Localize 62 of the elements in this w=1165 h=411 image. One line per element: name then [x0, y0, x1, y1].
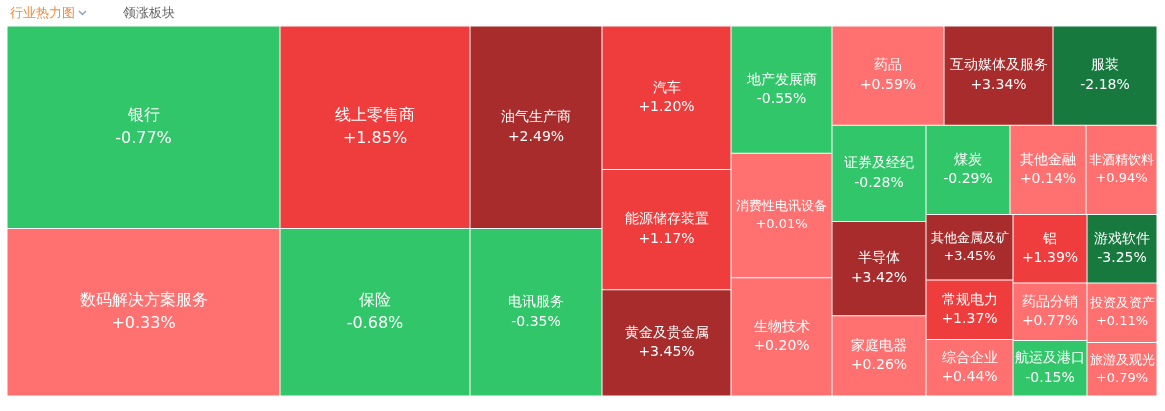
data-label: +0.20% — [753, 337, 810, 354]
data-label: -0.35% — [511, 312, 561, 329]
category-label: 半导体 — [858, 249, 900, 266]
category-label: 旅游及观光 — [1089, 351, 1155, 367]
category-label: 银行 — [126, 105, 160, 125]
category-label: 服装 — [1091, 56, 1119, 73]
category-label: 保险 — [359, 290, 391, 310]
category-label: 地产发展商 — [745, 70, 817, 87]
category-label: 其他金融 — [1020, 150, 1076, 167]
category-label: 游戏软件 — [1094, 229, 1150, 246]
category-label: 药品 — [874, 56, 902, 73]
data-label: +3.42% — [850, 269, 908, 286]
category-label: 常规电力 — [941, 290, 998, 307]
data-label: +0.77% — [1021, 312, 1079, 329]
data-label: +1.39% — [1021, 249, 1079, 266]
data-label: +3.45% — [943, 247, 996, 263]
category-label: 煤炭 — [954, 150, 982, 167]
data-label: -3.25% — [1097, 249, 1147, 266]
data-label: +0.33% — [111, 312, 176, 332]
category-label: 电讯服务 — [508, 293, 564, 310]
data-label: +0.26% — [850, 356, 908, 373]
category-label: 黄金及贵金属 — [624, 323, 709, 340]
data-label: +1.37% — [941, 310, 998, 327]
data-label: -0.68% — [346, 312, 404, 332]
category-label: 线上零售商 — [335, 105, 415, 125]
category-label: 油气生产商 — [501, 108, 571, 125]
data-label: +0.59% — [859, 76, 917, 93]
data-label: +1.17% — [638, 229, 695, 246]
data-label: +0.44% — [941, 368, 998, 385]
data-label: -0.28% — [854, 173, 904, 190]
text: 领涨板块 — [123, 5, 175, 21]
data-label: -0.77% — [115, 127, 172, 147]
category-label: 数码解决方案服务 — [79, 290, 208, 310]
data-label: +0.94% — [1095, 170, 1148, 186]
category-label: 航运及港口 — [1015, 349, 1085, 366]
category-label: 铝 — [1042, 229, 1057, 246]
data-label: -0.55% — [756, 90, 807, 107]
data-label: +1.20% — [638, 98, 695, 115]
category-label: 汽车 — [652, 78, 681, 95]
category-label: 其他金属及矿 — [930, 229, 1009, 245]
category-label: 互动媒体及服务 — [949, 56, 1048, 73]
text: 行业热力图 — [10, 5, 75, 21]
category-label: 非酒精饮料 — [1089, 152, 1154, 168]
data-label: +0.01% — [755, 215, 808, 231]
data-label: -2.18% — [1080, 76, 1130, 93]
category-label: 家庭电器 — [851, 336, 907, 353]
category-label: 消费性电讯设备 — [736, 197, 827, 213]
data-label: +0.14% — [1019, 170, 1077, 187]
category-label: 投资及资产 — [1088, 295, 1155, 311]
category-label: 综合企业 — [941, 348, 998, 365]
category-label: 生物技术 — [753, 317, 810, 334]
data-label: +0.79% — [1095, 369, 1149, 385]
data-label: +3.45% — [638, 343, 695, 360]
category-label: 药品分销 — [1022, 292, 1078, 309]
data-label: +1.85% — [342, 127, 408, 147]
category-label: 证券及经纪 — [844, 154, 914, 171]
data-label: -0.29% — [943, 170, 993, 187]
data-label: +3.34% — [970, 76, 1027, 93]
data-label: +2.49% — [507, 127, 565, 144]
category-label: 能源储存装置 — [624, 210, 709, 227]
data-label: +0.11% — [1095, 313, 1149, 329]
data-label: -0.15% — [1025, 368, 1075, 385]
